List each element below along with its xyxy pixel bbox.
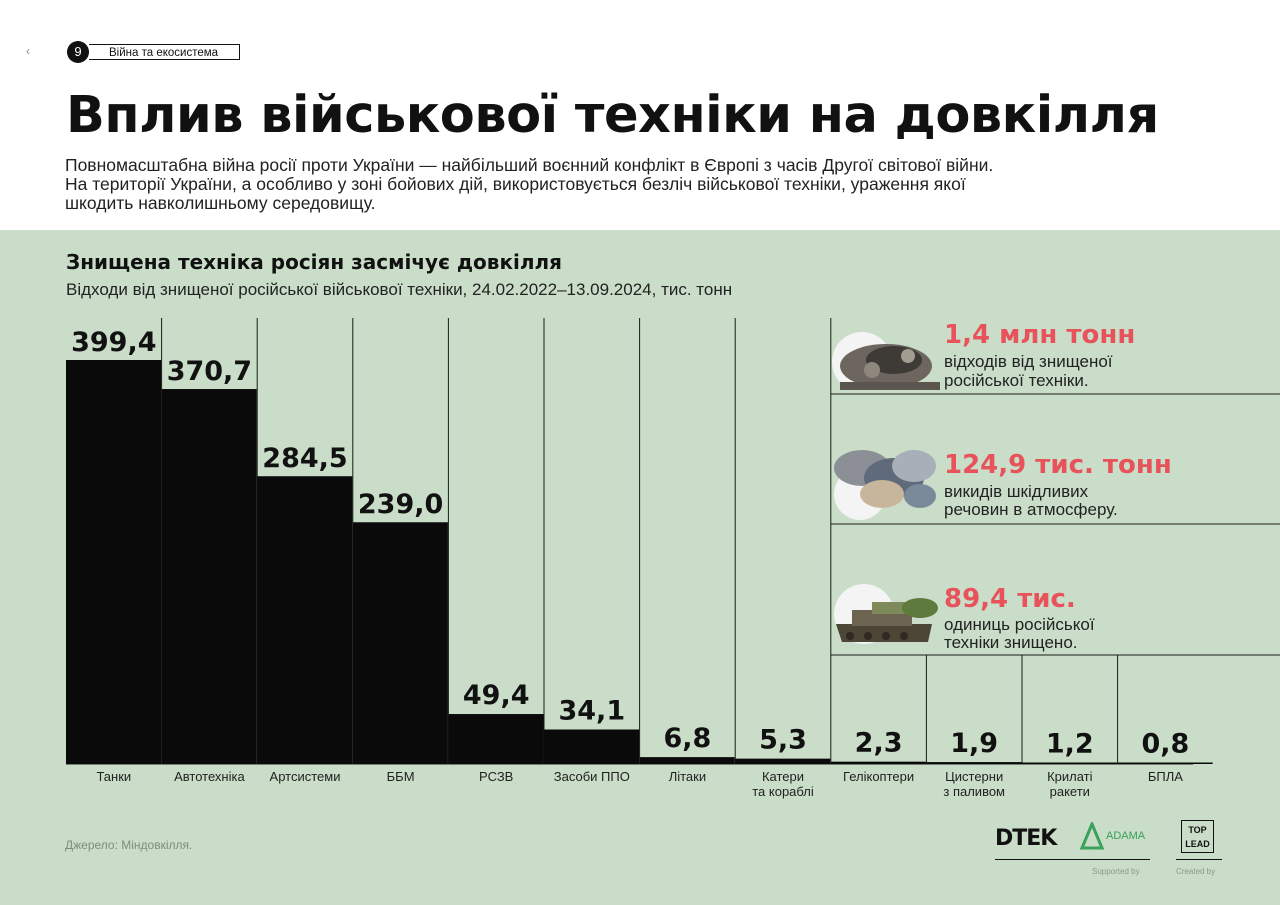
data-label: 370,7 — [167, 356, 252, 387]
page-number-badge: 9 — [67, 41, 89, 63]
category-label: Танки — [96, 769, 131, 784]
tank-image — [832, 582, 940, 646]
stat-desc-line: викидів шкідливих — [944, 482, 1089, 501]
adama-mark-icon — [1079, 820, 1105, 850]
intro-line: На території України, а особливо у зоні … — [65, 174, 966, 194]
category-label: Гелікоптери — [843, 769, 914, 784]
top-lead-logo-top: TOP — [1188, 825, 1207, 835]
page-title: Вплив військової техніки на довкілля — [66, 86, 1159, 145]
back-chevron-icon[interactable]: ‹ — [26, 44, 30, 58]
category-label: Цистерни — [945, 769, 1003, 784]
data-label: 1,9 — [950, 728, 998, 759]
stat-destroyed-units: 89,4 тис. одиниць російської техніки зни… — [832, 582, 1280, 654]
created-by-label: Created by — [1176, 867, 1216, 876]
stat-number: 89,4 тис. — [944, 584, 1076, 614]
intro-line: шкодить навколишньому середовищу. — [65, 193, 376, 213]
category-label: ракети — [1050, 784, 1090, 799]
data-label: 0,8 — [1141, 729, 1189, 760]
adama-logo: ADAMA — [1079, 820, 1152, 852]
bar — [161, 389, 257, 764]
bar — [352, 522, 448, 764]
chart-title: Знищена техніка росіян засмічує довкілля — [66, 250, 563, 274]
data-label: 399,4 — [71, 327, 156, 358]
smoke-image — [832, 444, 940, 520]
intro-line: Повномасштабна війна росії проти України… — [65, 155, 994, 175]
destroyed-vehicle-image — [832, 326, 940, 390]
category-label: Артсистеми — [270, 769, 341, 784]
stat-emissions: 124,9 тис. тонн викидів шкідливих речови… — [832, 450, 1280, 522]
category-label: Катери — [762, 769, 804, 784]
data-label: 2,3 — [855, 728, 903, 759]
data-label: 6,8 — [663, 723, 711, 754]
bar — [257, 476, 353, 764]
supported-divider — [995, 859, 1150, 860]
category-label: БПЛА — [1148, 769, 1183, 784]
bar — [448, 714, 544, 764]
category-label: Автотехніка — [174, 769, 245, 784]
category-label: Засоби ППО — [554, 769, 630, 784]
category-label: РСЗВ — [479, 769, 513, 784]
stat-desc-line: техніки знищено. — [944, 633, 1078, 652]
bar — [66, 360, 162, 764]
data-label: 34,1 — [558, 696, 625, 727]
bar — [830, 761, 926, 764]
intro-text: Повномасштабна війна росії проти України… — [65, 156, 1215, 213]
adama-logo-text: ADAMA — [1106, 830, 1146, 842]
chart-subtitle: Відходи від знищеної російської військов… — [66, 280, 733, 299]
bar — [926, 762, 1022, 764]
source-note: Джерело: Міндовкілля. — [65, 838, 193, 852]
category-label: Літаки — [669, 769, 706, 784]
data-label: 5,3 — [759, 725, 807, 756]
data-label: 1,2 — [1046, 729, 1094, 760]
header-area — [0, 0, 1280, 230]
stat-waste: 1,4 млн тонн відходів від знищеної росій… — [832, 320, 1280, 394]
stat-desc-line: речовин в атмосферу. — [944, 500, 1118, 519]
bar — [639, 757, 735, 764]
stat-desc-line: російської техніки. — [944, 371, 1089, 390]
data-label: 239,0 — [358, 489, 443, 520]
bar — [735, 758, 831, 764]
stat-number: 124,9 тис. тонн — [944, 450, 1172, 480]
top-lead-logo: TOP LEAD — [1181, 820, 1214, 853]
top-lead-logo-lead: LEAD — [1185, 839, 1210, 849]
category-label: ББМ — [387, 769, 415, 784]
stat-number: 1,4 млн тонн — [944, 320, 1136, 350]
data-label: 284,5 — [262, 443, 347, 474]
created-divider — [1176, 859, 1222, 860]
supported-by-label: Supported by — [1092, 867, 1140, 876]
stat-desc-line: відходів від знищеної — [944, 352, 1113, 371]
bar — [544, 729, 640, 764]
bar — [1022, 762, 1118, 764]
bar — [1117, 762, 1213, 764]
category-label: та кораблі — [752, 784, 814, 799]
data-label: 49,4 — [463, 680, 530, 711]
stat-desc-line: одиниць російської — [944, 615, 1095, 634]
dtek-logo: DTEK — [995, 826, 1057, 851]
category-label: Крилаті — [1047, 769, 1093, 784]
section-label: Війна та екосистема — [89, 44, 240, 60]
category-label: з паливом — [943, 784, 1005, 799]
